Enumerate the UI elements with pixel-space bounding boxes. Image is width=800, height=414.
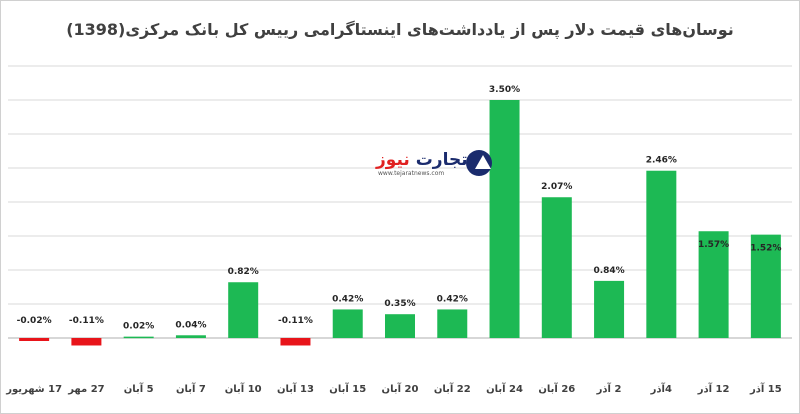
data-label: 0.02% xyxy=(123,322,154,332)
bar xyxy=(541,197,572,338)
bar xyxy=(19,338,50,341)
data-label: 0.04% xyxy=(175,320,206,330)
tejaratnews-logo: تجارت نیوز www.tejaratnews.com xyxy=(372,148,492,182)
data-label: 1.57% xyxy=(698,240,729,250)
bar xyxy=(750,234,781,338)
data-label: -0.02% xyxy=(17,316,52,326)
category-label: 17 شهریور xyxy=(5,384,62,395)
category-label: 5 آبان xyxy=(124,382,154,395)
bar xyxy=(698,231,729,338)
chart-title: نوسان‌های قیمت دلار پس از یادداشت‌های ای… xyxy=(66,20,734,39)
category-label: 15 آذر xyxy=(749,382,782,395)
bar xyxy=(646,170,677,338)
category-label: 7 آبان xyxy=(176,382,206,395)
bar xyxy=(175,335,206,338)
data-label: 2.46% xyxy=(646,156,677,166)
data-label: 2.07% xyxy=(541,182,572,192)
bar xyxy=(437,309,468,338)
category-label: 4آذر xyxy=(650,382,672,395)
bar xyxy=(123,336,154,339)
bar xyxy=(489,100,520,338)
data-label: 0.82% xyxy=(228,267,259,277)
category-label: 10 آبان xyxy=(225,382,262,395)
category-label: 27 مهر xyxy=(67,384,104,395)
category-label: 12 آذر xyxy=(697,382,730,395)
data-label: 0.42% xyxy=(437,294,468,304)
category-label: 13 آبان xyxy=(277,382,314,395)
bar xyxy=(385,314,415,338)
data-label: 0.42% xyxy=(332,294,363,304)
logo-text: تجارت نیوز xyxy=(376,150,468,170)
data-label: 0.35% xyxy=(384,299,415,309)
bar xyxy=(71,338,102,346)
category-label: 26 آبان xyxy=(538,382,575,395)
category-label: 15 آبان xyxy=(329,382,366,395)
category-label: 20 آبان xyxy=(382,382,419,395)
logo-url: www.tejaratnews.com xyxy=(378,170,445,177)
bar xyxy=(228,282,259,338)
data-label: 0.84% xyxy=(593,266,624,276)
category-label: 2 آذر xyxy=(596,382,622,395)
data-label: 3.50% xyxy=(489,85,520,95)
logo-icon xyxy=(466,150,492,176)
category-label: 24 آبان xyxy=(486,382,523,395)
data-label: 1.52% xyxy=(750,244,781,254)
bar xyxy=(594,280,625,338)
bar xyxy=(280,338,311,346)
data-label: -0.11% xyxy=(69,316,104,326)
category-label: 22 آبان xyxy=(434,382,471,395)
data-label: -0.11% xyxy=(278,316,313,326)
bar xyxy=(332,309,363,338)
